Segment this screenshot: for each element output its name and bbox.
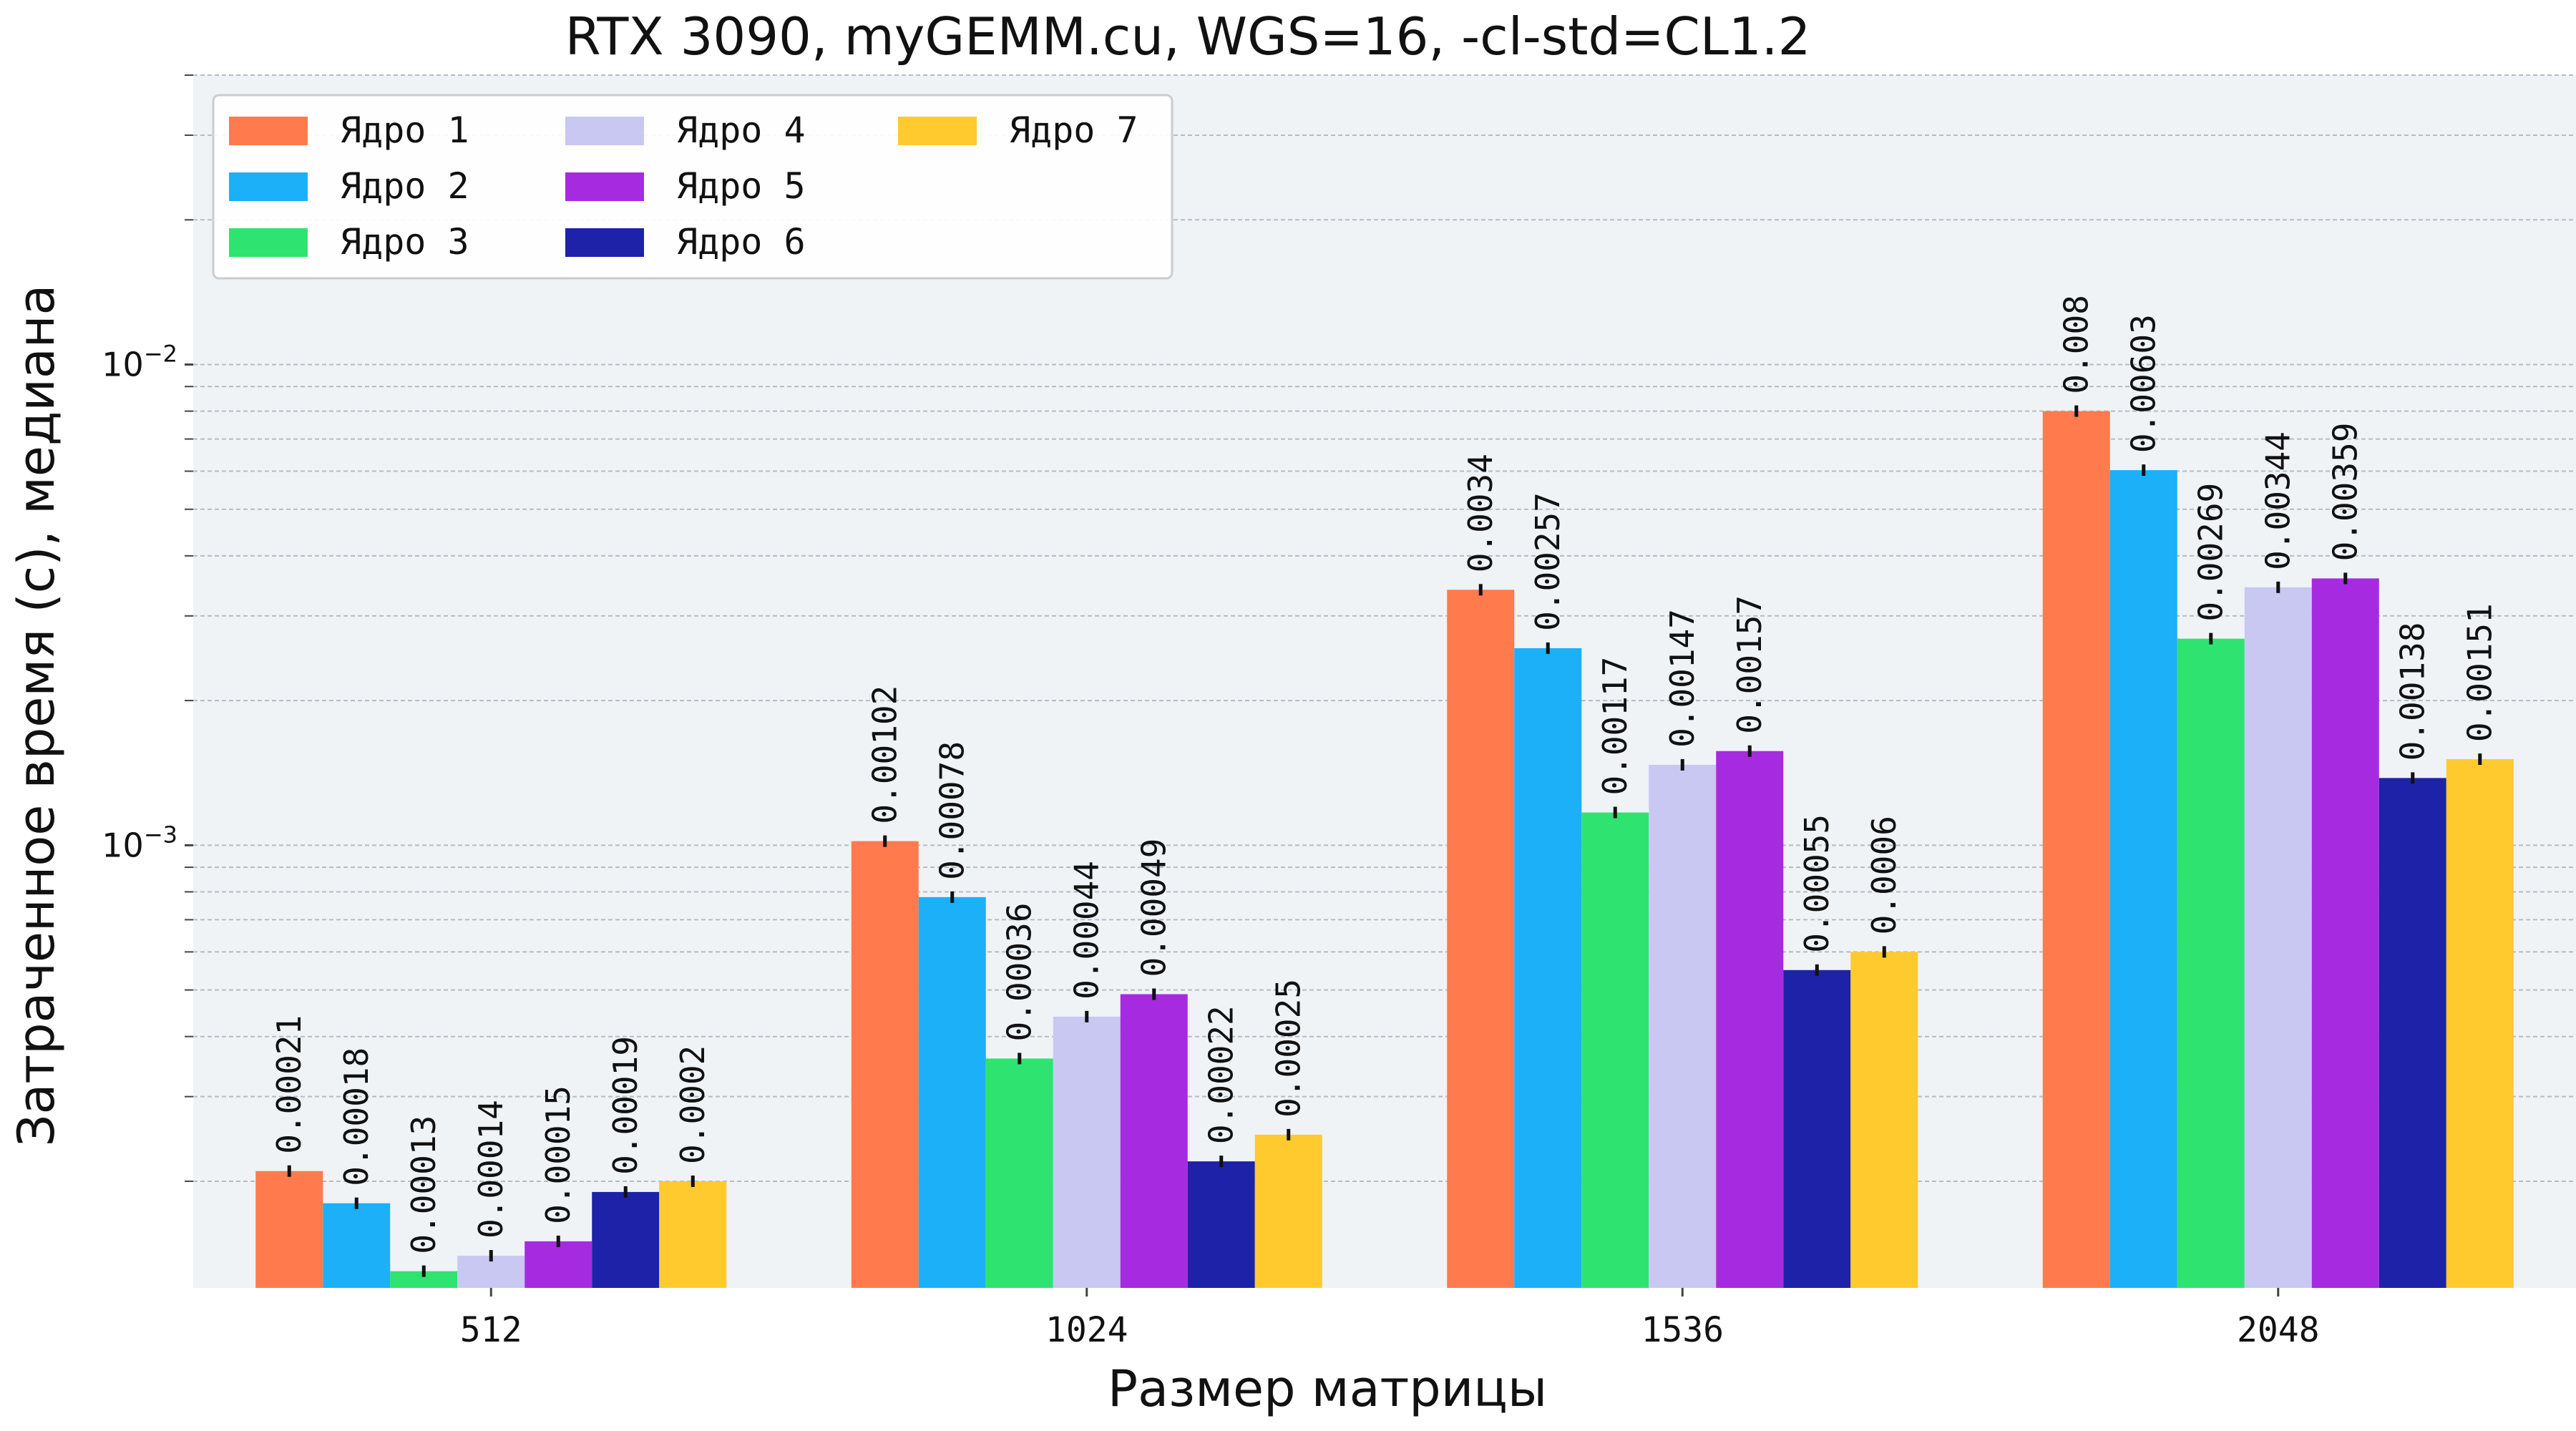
legend-swatch: [565, 172, 644, 201]
bar: [1254, 1134, 1322, 1288]
data-label: 0.00078: [933, 741, 972, 880]
y-axis-label: Затраченное время (с), медиана: [7, 285, 66, 1147]
legend-swatch: [229, 117, 308, 145]
data-label: 0.00019: [606, 1036, 645, 1175]
legend-entry: Ядро 7: [1009, 109, 1138, 151]
bar: [2379, 778, 2446, 1288]
bar: [1120, 994, 1188, 1288]
data-label: 0.00151: [2461, 603, 2499, 742]
bar: [592, 1191, 660, 1288]
bar: [323, 1203, 391, 1288]
x-tick-label: 512: [460, 1310, 522, 1350]
legend-entry: Ядро 5: [676, 165, 806, 207]
legend-swatch: [229, 228, 308, 257]
data-label: 0.0034: [1461, 454, 1500, 572]
data-label: 0.0006: [1865, 816, 1903, 934]
y-tick-label: 10−2: [102, 340, 177, 384]
data-label: 0.0002: [673, 1045, 712, 1164]
bar: [1187, 1161, 1255, 1288]
data-label: 0.00018: [337, 1047, 376, 1186]
bar: [985, 1058, 1053, 1288]
bars: 0.00021 0.00018 0.00013 0.00014 0.00015 0.000…: [255, 295, 2514, 1289]
chart-title: RTX 3090, myGEMM.cu, WGS=16, -cl-std=CL1…: [565, 6, 1811, 67]
data-label: 0.00359: [2326, 423, 2365, 562]
data-label: 0.00013: [404, 1115, 443, 1254]
data-label: 0.00117: [1596, 657, 1634, 796]
data-label: 0.00036: [1000, 903, 1039, 1042]
y-tick-label: 10−3: [102, 821, 177, 864]
data-label: 0.00138: [2394, 622, 2432, 761]
bar: [2109, 470, 2177, 1288]
bar: [525, 1241, 592, 1288]
data-label: 0.00344: [2259, 431, 2298, 570]
data-label: 0.008: [2057, 295, 2096, 394]
legend-entry: Ядро 4: [676, 109, 806, 151]
legend-entry: Ядро 2: [340, 165, 469, 207]
bar: [1581, 812, 1649, 1288]
bar: [1850, 952, 1918, 1288]
legend-swatch: [229, 172, 308, 201]
legend-entry: Ядро 6: [676, 221, 806, 263]
grid: [193, 74, 2576, 1182]
data-label: 0.00055: [1797, 814, 1836, 953]
bar: [2446, 759, 2514, 1288]
data-label: 0.00603: [2124, 314, 2163, 453]
bar: [1514, 648, 1582, 1288]
data-label: 0.00049: [1135, 839, 1174, 977]
bar: [1649, 764, 1717, 1288]
bar: [2042, 411, 2110, 1289]
x-axis-ticks: 512 1024 1536 2048: [460, 1288, 2320, 1350]
legend-swatch: [565, 117, 644, 145]
bar: [659, 1181, 727, 1288]
data-label: 0.00025: [1269, 979, 1308, 1118]
bar: [1783, 970, 1851, 1288]
data-label: 0.00257: [1528, 492, 1567, 631]
x-axis-label: Размер матрицы: [1108, 1359, 1547, 1418]
bar: [1716, 751, 1784, 1288]
data-label: 0.00147: [1663, 609, 1702, 748]
data-label: 0.00044: [1068, 861, 1106, 1000]
x-tick-label: 1024: [1045, 1310, 1128, 1350]
bar: [2311, 578, 2379, 1288]
legend-swatch: [898, 117, 977, 145]
data-label: 0.00021: [270, 1015, 308, 1154]
bar: [1053, 1016, 1121, 1288]
data-label: 0.00022: [1202, 1005, 1241, 1144]
bar: [255, 1171, 323, 1288]
bar: [2244, 587, 2312, 1288]
x-tick-label: 2048: [2237, 1310, 2320, 1350]
legend: Ядро 1 Ядро 2 Ядро 3 Ядро 4 Ядро 5 Ядро 6 Ядро…: [212, 94, 1174, 280]
bar: [851, 841, 919, 1288]
data-label: 0.00269: [2192, 483, 2230, 622]
data-label: 0.00102: [866, 685, 904, 824]
y-axis-ticks: 10−3 10−2: [102, 74, 193, 1182]
bar: [2177, 638, 2245, 1288]
legend-entry: Ядро 3: [340, 221, 469, 263]
bar: [390, 1271, 458, 1288]
legend-entry: Ядро 1: [340, 109, 469, 151]
legend-swatch: [565, 228, 644, 257]
data-label: 0.00014: [472, 1100, 510, 1239]
bar: [1447, 590, 1515, 1288]
bar: [918, 897, 986, 1288]
x-tick-label: 1536: [1641, 1310, 1724, 1350]
data-label: 0.00015: [539, 1085, 577, 1224]
data-label: 0.00157: [1730, 595, 1769, 734]
